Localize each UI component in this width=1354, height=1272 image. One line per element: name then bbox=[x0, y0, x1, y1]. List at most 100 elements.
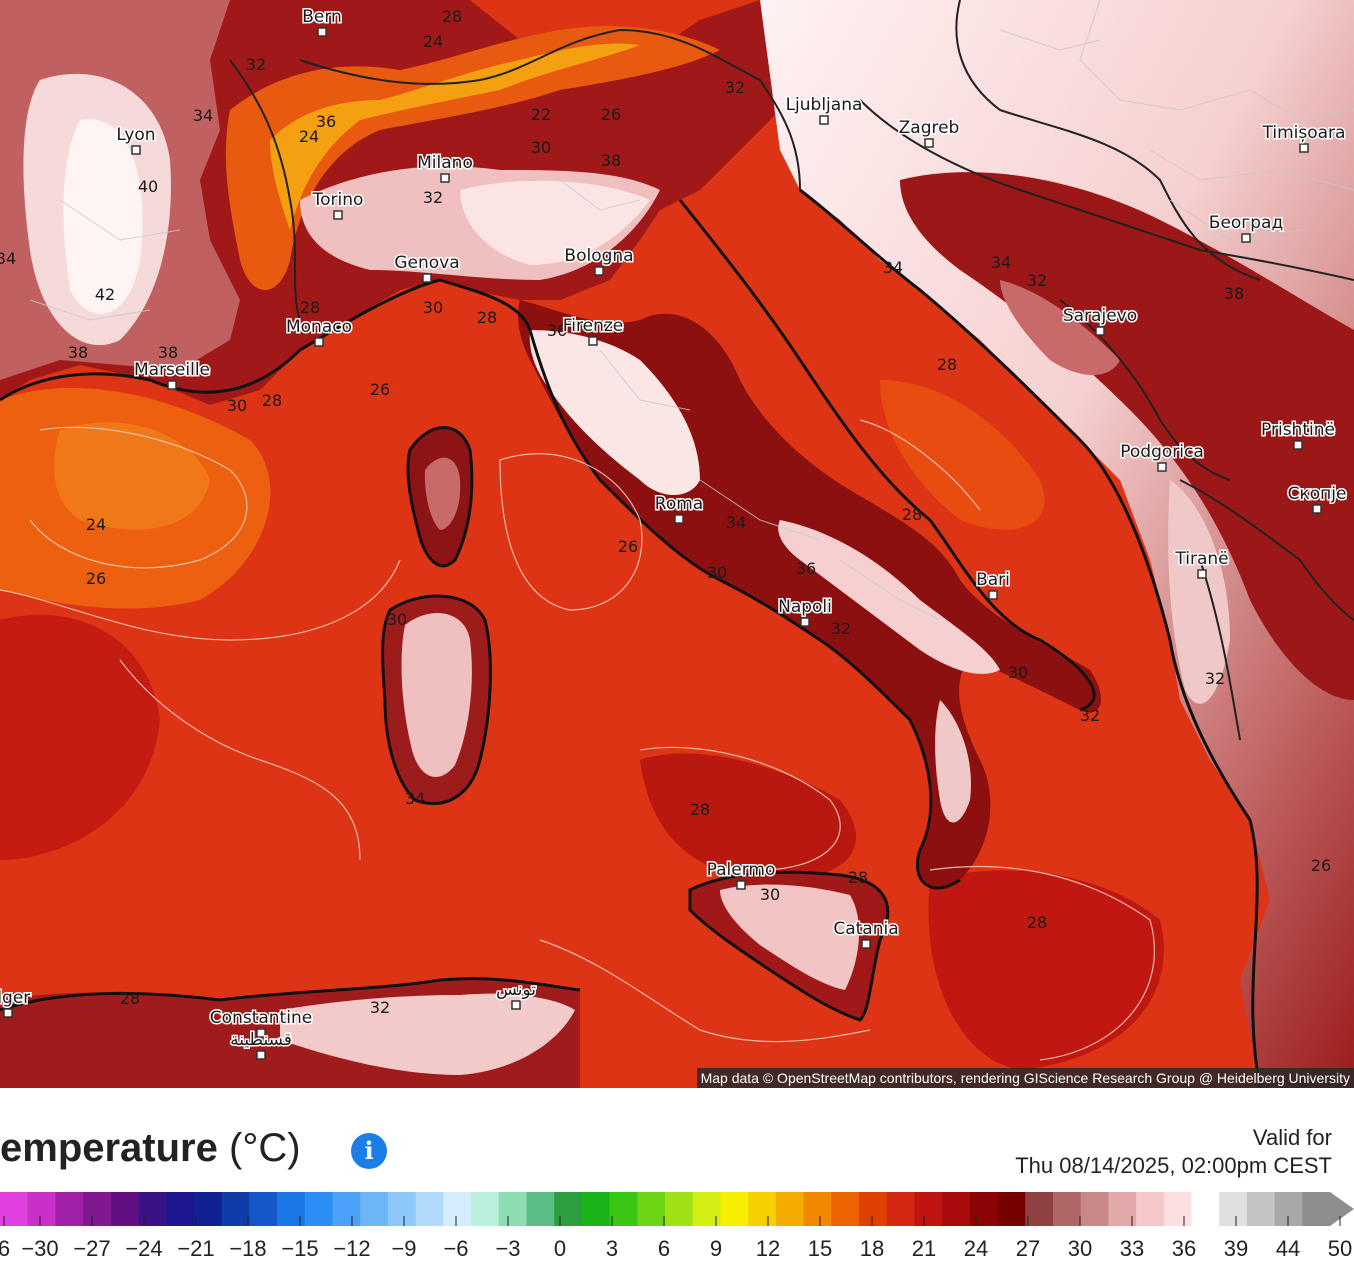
city-marker[interactable]: Bari bbox=[975, 569, 1011, 600]
scale-swatch bbox=[914, 1192, 943, 1226]
scale-tick-label: −27 bbox=[73, 1236, 111, 1261]
contour-label: 32 bbox=[1080, 706, 1100, 725]
city-dot bbox=[1312, 504, 1322, 514]
city-marker[interactable]: Ljubljana bbox=[784, 94, 864, 125]
city-marker[interactable]: Lyon bbox=[115, 124, 157, 155]
scale-swatch bbox=[1246, 1192, 1276, 1226]
city-label: تونس bbox=[496, 980, 536, 1000]
city-marker[interactable]: Zagreb bbox=[897, 117, 961, 148]
city-marker[interactable]: Torino bbox=[310, 189, 365, 220]
contour-label: 32 bbox=[423, 188, 443, 207]
scale-swatch bbox=[221, 1192, 250, 1226]
scale-swatch bbox=[1302, 1192, 1331, 1226]
contour-label: 38 bbox=[1224, 284, 1244, 303]
scale-swatch bbox=[277, 1192, 306, 1226]
city-marker[interactable]: Београд bbox=[1207, 212, 1285, 243]
city-marker[interactable]: Monaco bbox=[284, 316, 354, 347]
city-label: Tiranë bbox=[1174, 549, 1228, 569]
scale-swatch bbox=[415, 1192, 444, 1226]
scale-tick-label: 27 bbox=[1015, 1236, 1041, 1261]
scale-swatch bbox=[748, 1192, 777, 1226]
color-scale bbox=[0, 1192, 1354, 1226]
city-marker[interactable]: Napoli bbox=[777, 596, 833, 627]
valid-time-block: Valid for Thu 08/14/2025, 02:00pm CEST bbox=[1015, 1124, 1332, 1180]
scale-tick-label: 21 bbox=[911, 1236, 937, 1261]
admin-borders bbox=[29, 0, 1354, 621]
city-marker[interactable]: Palermo bbox=[705, 859, 777, 890]
contour-label: 28 bbox=[1027, 913, 1047, 932]
scale-tick-label: 33 bbox=[1119, 1236, 1145, 1261]
city-marker[interactable]: Genova bbox=[393, 252, 461, 283]
contour-label: 28 bbox=[937, 355, 957, 374]
scale-swatch bbox=[831, 1192, 860, 1226]
city-marker[interactable]: Скопје bbox=[1286, 483, 1348, 514]
city-marker[interactable]: Tiranë bbox=[1173, 548, 1230, 579]
city-marker[interactable]: Roma bbox=[653, 493, 705, 524]
city-label: Monaco bbox=[286, 317, 352, 337]
city-dot bbox=[511, 1000, 521, 1010]
scale-swatch bbox=[942, 1192, 971, 1226]
contour-label: 32 bbox=[831, 619, 851, 638]
land-sicily-hot bbox=[720, 884, 860, 990]
city-marker[interactable]: Marseille bbox=[132, 359, 212, 390]
contour-label: 42 bbox=[95, 285, 115, 304]
contour-label: 32 bbox=[246, 55, 266, 74]
city-marker[interactable]: تونس bbox=[495, 979, 538, 1010]
land-calabria-hot bbox=[935, 700, 971, 823]
city-dot bbox=[736, 880, 746, 890]
city-dot bbox=[314, 337, 324, 347]
city-marker[interactable]: Podgorica bbox=[1119, 441, 1205, 472]
contour-label: 30 bbox=[423, 298, 443, 317]
city-dot bbox=[1095, 326, 1105, 336]
land-apulia-hot bbox=[778, 520, 1000, 674]
scale-swatch bbox=[1219, 1192, 1248, 1226]
city-label: Torino bbox=[312, 190, 364, 210]
city-label: Београд bbox=[1209, 213, 1283, 233]
info-icon[interactable]: i bbox=[351, 1133, 387, 1169]
scale-tick-labels: 6 −30 −27 −24 −21 −18 −15 −12 −9 −6 −3 0 3 6 9 12 15 18 21… bbox=[0, 1236, 1354, 1266]
scale-swatch bbox=[581, 1192, 611, 1226]
city-marker[interactable]: Alger bbox=[0, 987, 32, 1018]
contour-label: 26 bbox=[370, 380, 390, 399]
weather-map[interactable]: 28 24 32 34 40 42 34 36 24 22 26 30 38 32 32 30 28 28 36 38… bbox=[0, 0, 1354, 1088]
city-label: Sarajevo bbox=[1063, 306, 1137, 326]
city-marker[interactable]: Catania bbox=[832, 918, 900, 949]
city-marker[interactable]: Bern bbox=[301, 6, 343, 37]
scale-swatch bbox=[1025, 1192, 1054, 1226]
city-label: Milano bbox=[417, 153, 473, 173]
city-marker[interactable]: Prishtinë bbox=[1260, 419, 1336, 450]
contour-label: 26 bbox=[86, 569, 106, 588]
scale-swatch bbox=[110, 1192, 140, 1226]
map-attribution[interactable]: Map data © OpenStreetMap contributors, r… bbox=[696, 1068, 1354, 1088]
city-dot bbox=[1157, 462, 1167, 472]
city-marker[interactable]: Sarajevo bbox=[1061, 305, 1139, 336]
city-label: Prishtinë bbox=[1261, 420, 1335, 440]
scale-swatch bbox=[803, 1192, 832, 1226]
city-marker[interactable]: Timișoara bbox=[1260, 122, 1347, 153]
city-label: Roma bbox=[655, 494, 703, 514]
scale-swatch bbox=[858, 1192, 888, 1226]
city-marker[interactable]: Firenze bbox=[561, 315, 625, 346]
city-label: Bari bbox=[976, 570, 1010, 590]
contour-label: 30 bbox=[531, 138, 551, 157]
contour-label: 34 bbox=[726, 513, 746, 532]
contour-label: 24 bbox=[86, 515, 106, 534]
contour-label: 38 bbox=[68, 343, 88, 362]
city-dot bbox=[167, 380, 177, 390]
scale-tick-label: −18 bbox=[229, 1236, 267, 1261]
scale-tick-label: 39 bbox=[1223, 1236, 1249, 1261]
scale-tick-label: 9 bbox=[709, 1236, 723, 1261]
scale-tick-label: −12 bbox=[333, 1236, 371, 1261]
city-marker[interactable]: قسنطينة bbox=[229, 1029, 293, 1060]
scale-tick-label: 12 bbox=[755, 1236, 781, 1261]
city-label: Firenze bbox=[563, 316, 624, 336]
sea-dark-tyrrhenian bbox=[640, 753, 857, 880]
scale-swatch bbox=[775, 1192, 805, 1226]
city-marker[interactable]: Milano bbox=[416, 152, 474, 183]
scale-swatch bbox=[138, 1192, 167, 1226]
scale-swatch bbox=[0, 1192, 29, 1226]
city-marker[interactable]: Bologna bbox=[563, 245, 635, 276]
city-marker[interactable]: Constantine bbox=[208, 1007, 314, 1038]
legend-title-main: emperature bbox=[0, 1126, 218, 1170]
city-label: Ljubljana bbox=[786, 95, 863, 115]
